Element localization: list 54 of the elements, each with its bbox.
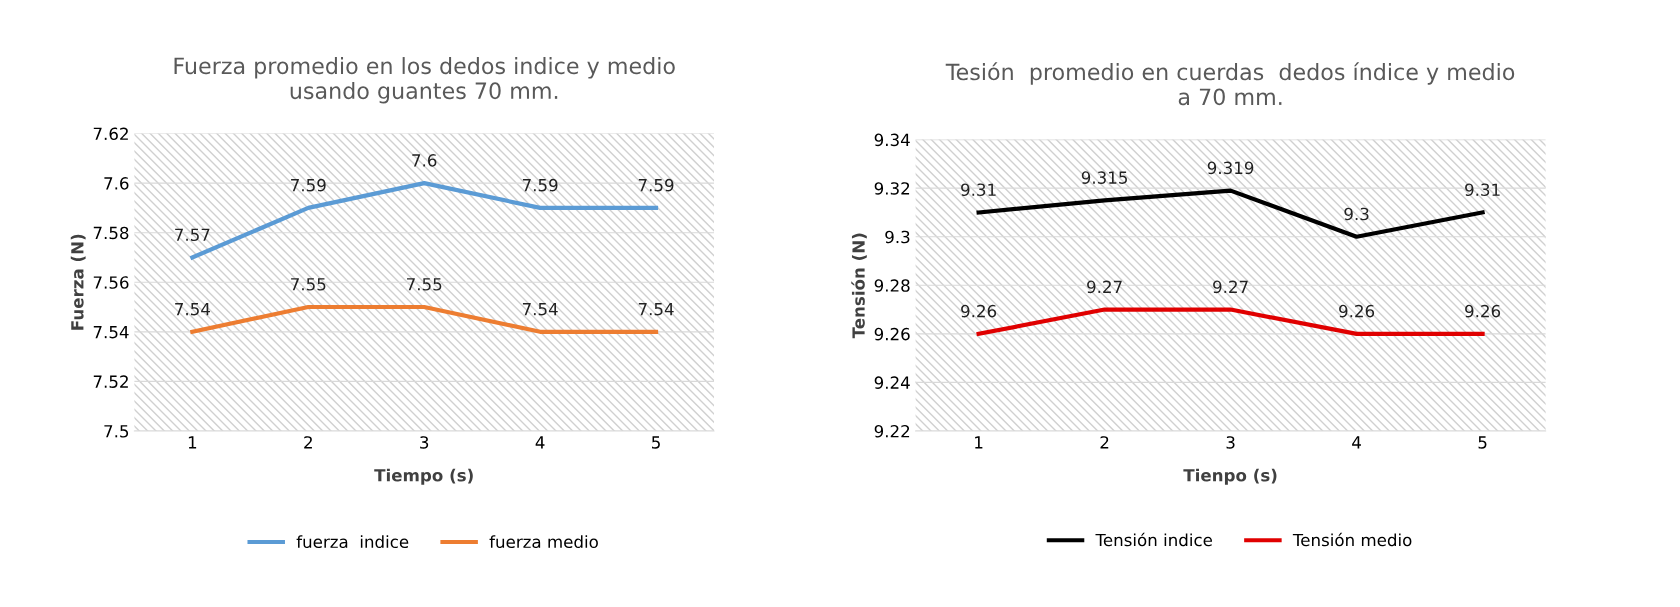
data-label: 7.6 <box>412 154 437 167</box>
x-axis-title: Tienpo (s) <box>1183 468 1277 485</box>
y-tick-label: 9.32 <box>874 182 910 195</box>
x-tick-label: 4 <box>1352 436 1361 449</box>
y-axis-title: Fuerza (N) <box>70 234 86 330</box>
chart-title: Fuerza promedio en los dedos indice y medio usando guantes 70 mm. <box>174 57 675 104</box>
data-label: 7.54 <box>522 303 558 316</box>
chart-title: Tesión promedio en cuerdas dedos índice y medio a 70 mm. <box>945 62 1515 106</box>
data-label: 9.26 <box>1339 304 1375 318</box>
y-tick-label: 7.52 <box>93 375 128 388</box>
data-label: 9.319 <box>1207 161 1254 175</box>
x-tick-label: 3 <box>420 436 429 449</box>
y-tick-label: 7.58 <box>93 226 129 240</box>
y-tick-label: 7.54 <box>93 326 129 339</box>
x-tick-label: 3 <box>1226 436 1235 449</box>
data-label: 7.57 <box>175 228 210 242</box>
data-label: 9.26 <box>961 304 997 318</box>
data-label: 9.3 <box>1344 207 1369 221</box>
y-tick-label: 9.34 <box>874 133 910 147</box>
x-tick-label: 2 <box>1100 436 1109 449</box>
y-tick-label: 9.3 <box>885 230 910 244</box>
data-label: 7.54 <box>175 303 210 316</box>
data-label: 9.31 <box>1465 183 1500 197</box>
x-tick-label: 1 <box>188 436 197 449</box>
legend-label: Tensión medio <box>1292 532 1412 547</box>
x-tick-label: 5 <box>1478 436 1487 449</box>
x-tick-label: 4 <box>535 436 545 449</box>
data-label: 7.55 <box>407 278 442 291</box>
y-tick-label: 7.6 <box>104 177 129 190</box>
x-tick-label: 5 <box>652 436 660 449</box>
x-axis-title: Tiempo (s) <box>374 468 473 485</box>
data-label: 9.31 <box>961 183 996 197</box>
data-label: 7.59 <box>638 178 674 192</box>
legend-label: fuerza medio <box>489 535 598 549</box>
y-tick-label: 9.22 <box>874 424 910 438</box>
y-tick-label: 9.26 <box>874 327 910 341</box>
x-tick-label: 2 <box>304 436 312 449</box>
data-label: 7.55 <box>291 278 326 291</box>
y-tick-label: 7.62 <box>93 127 128 141</box>
data-label: 9.26 <box>1465 304 1501 318</box>
data-label: 7.59 <box>522 178 558 192</box>
data-label: 9.315 <box>1081 171 1127 184</box>
y-tick-label: 9.28 <box>874 279 910 292</box>
data-label: 7.59 <box>291 178 326 192</box>
y-axis-title: Tensión (N) <box>851 233 867 339</box>
data-label: 9.27 <box>1087 280 1122 294</box>
data-label: 7.54 <box>638 303 674 316</box>
data-label: 9.27 <box>1213 280 1248 294</box>
y-tick-label: 7.56 <box>93 276 129 289</box>
legend-label: fuerza indice <box>296 535 409 549</box>
x-tick-label: 1 <box>975 436 983 449</box>
y-tick-label: 9.24 <box>874 376 910 389</box>
legend-label: Tensión indice <box>1095 532 1213 547</box>
y-tick-label: 7.5 <box>104 425 129 438</box>
